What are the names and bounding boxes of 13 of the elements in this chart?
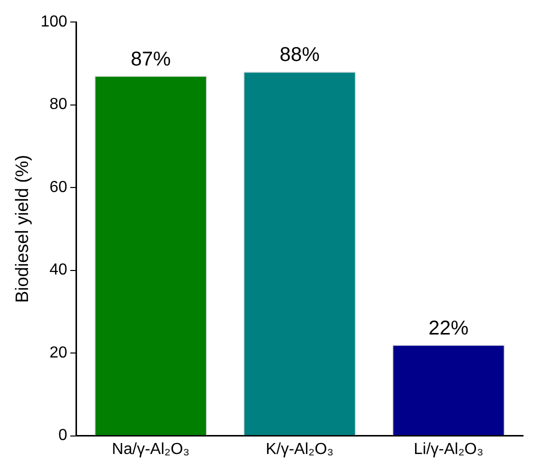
y-tick-label: 0 <box>58 427 68 444</box>
y-axis-title: Biodiesel yield (%) <box>12 154 32 303</box>
x-tick-label: K/γ-Al₂O₃ <box>266 440 334 458</box>
data-label: 88% <box>280 44 320 66</box>
x-tick-label: Li/γ-Al₂O₃ <box>414 440 484 458</box>
x-tick-label: Na/γ-Al₂O₃ <box>112 440 190 458</box>
y-tick-label: 40 <box>50 262 68 279</box>
y-tick-label: 20 <box>50 344 68 362</box>
data-label: 87% <box>130 48 171 70</box>
y-tick-label: 80 <box>50 96 68 114</box>
y-tick-label: 100 <box>40 13 68 30</box>
y-tick-label: 60 <box>50 178 68 196</box>
data-label: 22% <box>428 317 469 340</box>
